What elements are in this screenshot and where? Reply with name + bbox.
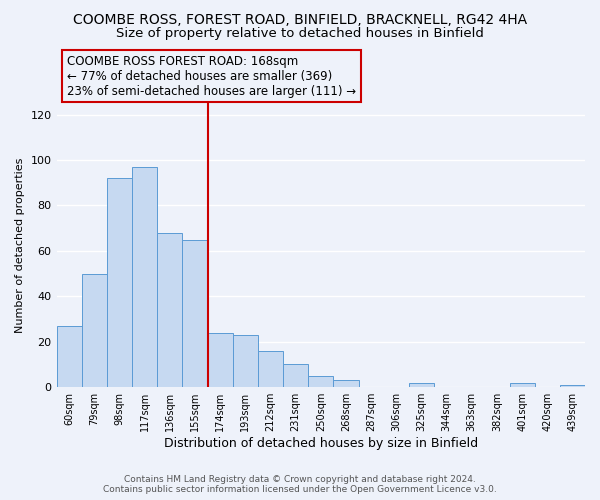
Bar — [233, 335, 258, 387]
Bar — [208, 332, 233, 387]
Bar — [409, 382, 434, 387]
Text: Contains HM Land Registry data © Crown copyright and database right 2024.
Contai: Contains HM Land Registry data © Crown c… — [103, 474, 497, 494]
Bar — [283, 364, 308, 387]
Bar — [334, 380, 359, 387]
Text: Size of property relative to detached houses in Binfield: Size of property relative to detached ho… — [116, 28, 484, 40]
Bar — [560, 385, 585, 387]
Bar — [258, 351, 283, 387]
Bar — [509, 382, 535, 387]
Bar — [56, 326, 82, 387]
Bar — [82, 274, 107, 387]
Bar — [107, 178, 132, 387]
Bar — [308, 376, 334, 387]
Y-axis label: Number of detached properties: Number of detached properties — [15, 158, 25, 333]
Bar — [132, 167, 157, 387]
Text: COOMBE ROSS FOREST ROAD: 168sqm
← 77% of detached houses are smaller (369)
23% o: COOMBE ROSS FOREST ROAD: 168sqm ← 77% of… — [67, 54, 356, 98]
Bar — [157, 232, 182, 387]
X-axis label: Distribution of detached houses by size in Binfield: Distribution of detached houses by size … — [164, 437, 478, 450]
Text: COOMBE ROSS, FOREST ROAD, BINFIELD, BRACKNELL, RG42 4HA: COOMBE ROSS, FOREST ROAD, BINFIELD, BRAC… — [73, 12, 527, 26]
Bar — [182, 240, 208, 387]
